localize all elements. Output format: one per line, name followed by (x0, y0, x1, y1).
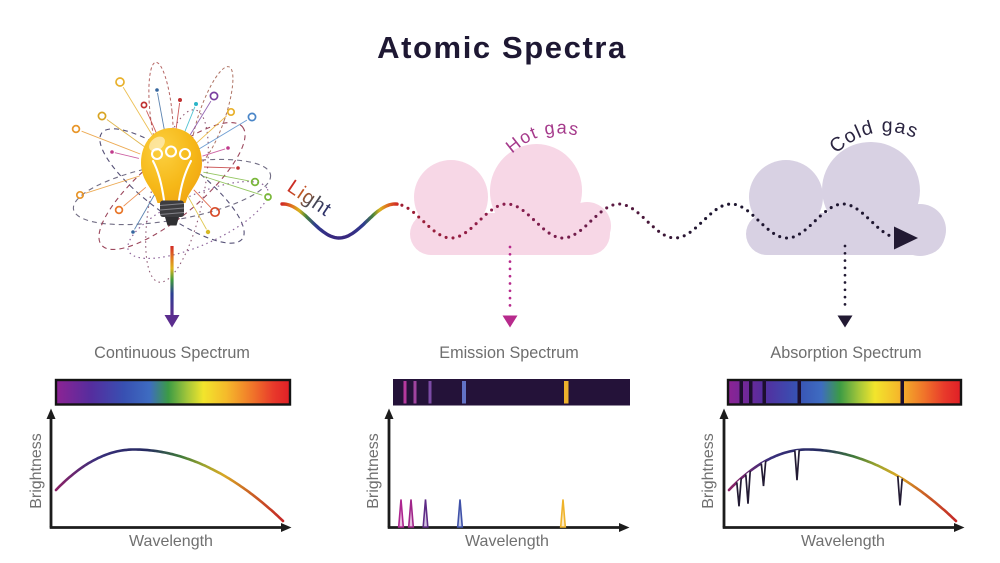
svg-text:Brightness: Brightness (700, 433, 717, 509)
svg-text:Wavelength: Wavelength (465, 533, 549, 550)
svg-text:Wavelength: Wavelength (801, 533, 885, 550)
svg-text:Brightness: Brightness (28, 433, 45, 509)
svg-text:Brightness: Brightness (365, 433, 382, 509)
svg-text:Continuous Spectrum: Continuous Spectrum (94, 344, 250, 362)
svg-text:Absorption Spectrum: Absorption Spectrum (770, 344, 921, 362)
svg-text:Emission Spectrum: Emission Spectrum (439, 344, 578, 362)
svg-text:Atomic Spectra: Atomic Spectra (377, 30, 627, 65)
svg-text:Wavelength: Wavelength (129, 533, 213, 550)
